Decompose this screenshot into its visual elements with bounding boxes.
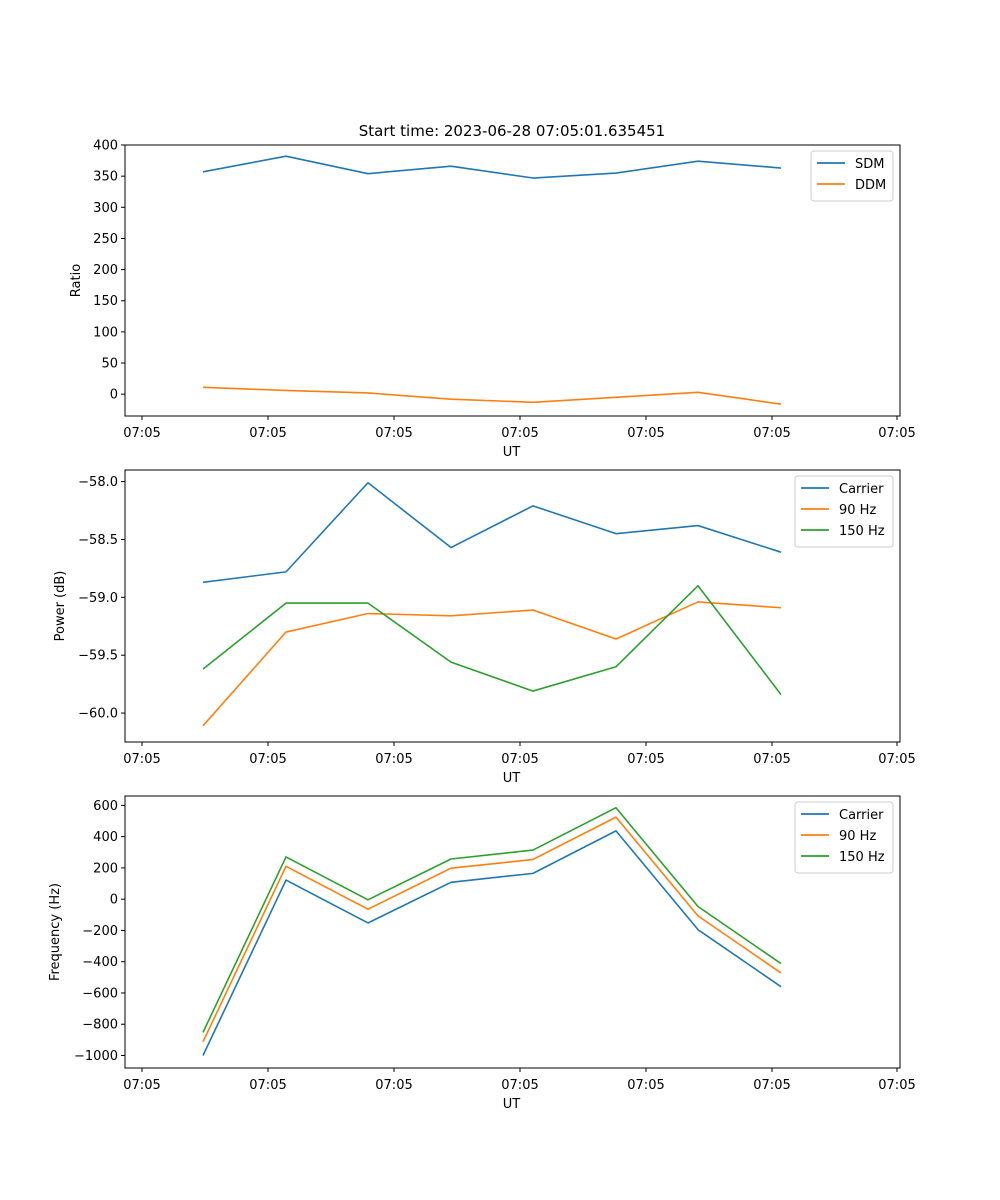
frequency-plot-frame: [124, 795, 901, 1069]
ratio-series-line-ddm: [202, 386, 782, 405]
power-legend: Carrier 90 Hz 150 Hz: [794, 475, 894, 548]
power-y-tick-label: −60.0: [78, 707, 118, 722]
power-x-tick-label: 07:05: [501, 752, 538, 767]
ratio-y-tick-label: 150: [93, 294, 118, 309]
frequency-legend: Carrier 90 Hz 150 Hz: [794, 801, 894, 874]
power-series-line-150-hz: [202, 584, 782, 696]
power-y-tick-label: −59.5: [78, 649, 118, 664]
power-series-line-carrier: [202, 481, 782, 584]
ratio-y-tick-label: 200: [93, 263, 118, 278]
power-x-tick-label: 07:05: [375, 752, 412, 767]
frequency-y-tick-label: −400: [82, 955, 118, 970]
ratio-series-line-sdm: [202, 155, 782, 179]
power-x-axis-label: UT: [503, 771, 521, 786]
power-x-tick-label: 07:05: [753, 752, 790, 767]
power-plot-lines: [202, 481, 782, 727]
power-y-tick-label: −58.0: [78, 475, 118, 490]
ratio-plot-lines: [202, 155, 782, 405]
frequency-y-tick-label: −200: [82, 924, 118, 939]
ratio-x-tick-label: 07:05: [753, 426, 790, 441]
frequency-x-tick-label: 07:05: [375, 1078, 412, 1093]
ratio-x-tick-label: 07:05: [123, 426, 160, 441]
frequency-series-line-carrier: [202, 830, 782, 1056]
power-x-tick-label: 07:05: [249, 752, 286, 767]
frequency-y-tick-label: 0: [110, 893, 118, 908]
power-panel: −60.0−59.5−59.0−58.5−58.0 07:05 07:05 07:0…: [53, 469, 916, 786]
power-y-tick-label: −58.5: [78, 533, 118, 548]
ratio-plot-frame: [124, 144, 901, 417]
ratio-y-tick-label: 0: [110, 388, 118, 403]
frequency-x-tick-label: 07:05: [627, 1078, 664, 1093]
frequency-plot-lines: [202, 806, 782, 1056]
frequency-x-tick-label: 07:05: [123, 1078, 160, 1093]
ratio-x-tick-label: 07:05: [627, 426, 664, 441]
ratio-y-tick-label: 100: [93, 325, 118, 340]
ratio-legend-label: SDM: [855, 157, 884, 172]
frequency-y-tick-label: −1000: [74, 1049, 118, 1064]
ratio-x-axis: 07:05 07:05 07:05 07:05 07:05 07:05 07:05: [123, 416, 916, 441]
ratio-x-tick-label: 07:05: [375, 426, 412, 441]
frequency-legend-label: Carrier: [839, 808, 884, 823]
frequency-y-tick-label: 600: [93, 799, 118, 814]
ratio-legend-label: DDM: [855, 178, 886, 193]
frequency-x-axis-label: UT: [503, 1097, 521, 1112]
frequency-legend-label: 90 Hz: [839, 829, 876, 844]
power-y-axis-label: Power (dB): [53, 571, 68, 642]
power-legend-label: Carrier: [839, 482, 884, 497]
ratio-x-axis-label: UT: [503, 445, 521, 460]
ratio-legend: SDM DDM: [810, 150, 894, 202]
ratio-x-tick-label: 07:05: [878, 426, 915, 441]
frequency-x-tick-label: 07:05: [753, 1078, 790, 1093]
frequency-series-line-90-hz: [202, 816, 782, 1043]
frequency-y-axis-label: Frequency (Hz): [48, 883, 63, 981]
ratio-y-tick-label: 50: [101, 357, 118, 372]
figure-title: Start time: 2023-06-28 07:05:01.635451: [359, 122, 665, 140]
ratio-y-tick-label: 400: [93, 139, 118, 154]
frequency-x-axis: 07:05 07:05 07:05 07:05 07:05 07:05 07:05: [123, 1068, 916, 1093]
ratio-y-axis: 0 50 100 150 200 250 300 350 400: [93, 139, 125, 403]
power-x-tick-label: 07:05: [627, 752, 664, 767]
frequency-y-tick-label: 200: [93, 861, 118, 876]
ratio-y-tick-label: 250: [93, 232, 118, 247]
frequency-x-tick-label: 07:05: [249, 1078, 286, 1093]
frequency-x-tick-label: 07:05: [878, 1078, 915, 1093]
power-series-line-90-hz: [202, 601, 782, 727]
frequency-y-tick-label: 400: [93, 830, 118, 845]
frequency-x-tick-label: 07:05: [501, 1078, 538, 1093]
power-x-axis: 07:05 07:05 07:05 07:05 07:05 07:05 07:05: [123, 742, 916, 767]
ratio-y-axis-label: Ratio: [69, 264, 84, 297]
power-x-tick-label: 07:05: [878, 752, 915, 767]
frequency-y-axis: −1000 −800 −600 −400 −200 0 200 400 600: [74, 799, 125, 1064]
ratio-x-tick-label: 07:05: [501, 426, 538, 441]
power-legend-label: 150 Hz: [839, 524, 885, 539]
frequency-legend-label: 150 Hz: [839, 850, 885, 865]
frequency-y-tick-label: −800: [82, 1018, 118, 1033]
power-y-tick-label: −59.0: [78, 591, 118, 606]
power-x-tick-label: 07:05: [123, 752, 160, 767]
power-y-axis: −60.0 −59.5 −59.0 −58.5 −58.0: [78, 475, 125, 722]
frequency-y-tick-label: −600: [82, 986, 118, 1001]
ratio-y-tick-label: 300: [93, 201, 118, 216]
ratio-x-tick-label: 07:05: [249, 426, 286, 441]
power-legend-label: 90 Hz: [839, 503, 876, 518]
frequency-series-line-150-hz: [202, 806, 782, 1033]
ratio-y-tick-label: 350: [93, 170, 118, 185]
power-plot-frame: [124, 469, 901, 743]
